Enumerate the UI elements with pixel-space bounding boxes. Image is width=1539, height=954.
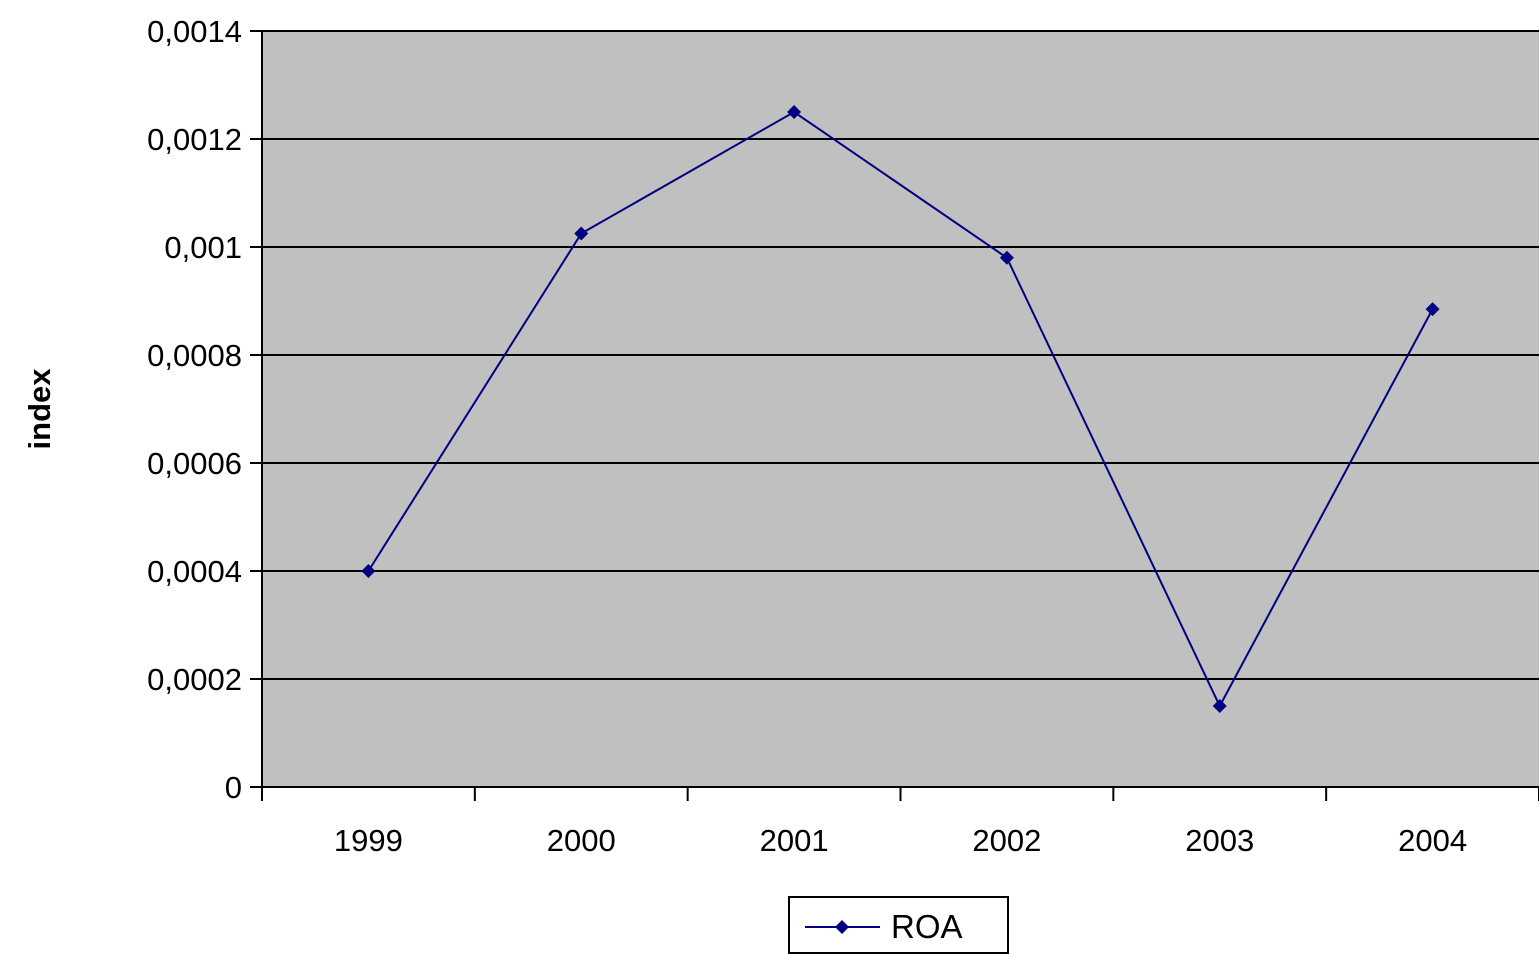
y-tick-label: 0 (225, 770, 242, 805)
plot-area (262, 31, 1539, 787)
data-point-marker (574, 226, 589, 241)
y-tick-label: 0,0002 (147, 662, 242, 697)
x-tick-label: 2002 (972, 823, 1041, 858)
x-tick-label: 1999 (334, 823, 403, 858)
axes (250, 30, 1539, 801)
y-axis-title: index (22, 368, 57, 450)
y-tick-label: 0,0012 (147, 122, 242, 157)
data-point-marker (787, 105, 802, 119)
legend-box (788, 896, 1009, 954)
x-tick-label: 2004 (1398, 823, 1467, 858)
y-tick-label: 0,0014 (147, 14, 242, 49)
data-point-marker (1425, 302, 1440, 317)
legend: ROA (788, 896, 1009, 954)
gridlines (262, 30, 1539, 680)
data-point-marker (1212, 699, 1227, 713)
x-tick-labels: 1999 2000 2001 2002 2003 2004 (334, 823, 1467, 858)
legend-series-marker (835, 920, 849, 934)
legend-label: ROA (891, 908, 963, 945)
series-line (367, 110, 1434, 709)
series (361, 105, 1440, 713)
y-tick-label: 0,001 (164, 230, 242, 265)
y-tick-labels: 0 0,0002 0,0004 0,0006 0,0008 0,001 0,0012 0,00… (147, 14, 242, 805)
data-point-marker (999, 250, 1014, 265)
y-tick-label: 0,0006 (147, 446, 242, 481)
x-tick-label: 2000 (547, 823, 616, 858)
x-tick-label: 2003 (1185, 823, 1254, 858)
x-tick-label: 2001 (760, 823, 829, 858)
y-tick-label: 0,0008 (147, 338, 242, 373)
data-point-marker (361, 564, 376, 578)
y-tick-label: 0,0004 (147, 554, 242, 589)
